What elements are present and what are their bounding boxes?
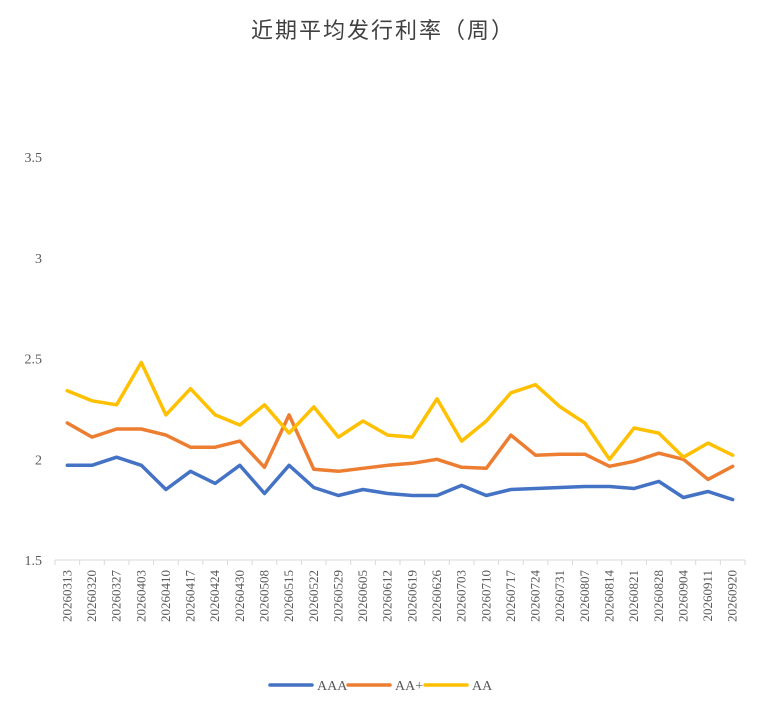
- y-axis-ticks: 1.5 2 2.5 3 3.5: [25, 151, 43, 569]
- x-tick-label: 20260612: [380, 570, 395, 622]
- series-lines: [65, 360, 735, 502]
- x-tick-label: 20260904: [675, 570, 690, 623]
- x-tick-label: 20260605: [355, 570, 370, 622]
- legend-item: AA+: [346, 679, 423, 694]
- series-line-aa: [65, 360, 735, 462]
- x-tick-label: 20260515: [281, 570, 296, 622]
- x-tick-label: 20260703: [454, 570, 469, 622]
- x-tick-label: 20260430: [232, 570, 247, 622]
- x-axis-ticks: 20260313 20260320 20260327 20260403 20260410…: [54, 560, 746, 623]
- x-tick-label: 20260320: [84, 570, 99, 622]
- x-tick-label: 20260724: [528, 570, 543, 623]
- x-tick-label: 20260508: [256, 570, 271, 622]
- legend-item: AAA: [268, 679, 348, 694]
- y-tick-label: 1.5: [25, 554, 43, 569]
- x-tick-label: 20260717: [503, 570, 518, 623]
- x-tick-label: 20260327: [109, 570, 124, 623]
- series-line-aa-plus: [65, 413, 735, 482]
- legend-label: AAA: [317, 679, 348, 694]
- y-tick-label: 2.5: [25, 353, 43, 368]
- x-tick-label: 20260807: [577, 570, 592, 623]
- x-tick-label: 20260529: [330, 570, 345, 622]
- legend: AAA AA+ AA: [268, 679, 493, 694]
- x-tick-label: 20260920: [725, 570, 740, 622]
- x-tick-label: 20260710: [478, 570, 493, 622]
- legend-item: AA: [423, 679, 493, 694]
- legend-label: AA+: [395, 679, 423, 694]
- x-tick-label: 20260821: [626, 570, 641, 622]
- x-tick-label: 20260731: [552, 570, 567, 622]
- x-tick-label: 20260619: [404, 570, 419, 622]
- x-tick-label: 20260828: [651, 570, 666, 622]
- x-tick-label: 20260417: [183, 570, 198, 623]
- chart-title: 近期平均发行利率（周）: [251, 19, 515, 44]
- y-tick-label: 2: [35, 453, 42, 468]
- x-tick-label: 20260403: [133, 570, 148, 622]
- x-tick-label: 20260911: [700, 570, 715, 622]
- series-line-aaa: [65, 455, 735, 502]
- y-tick-label: 3: [35, 252, 42, 267]
- x-tick-label: 20260522: [306, 570, 321, 622]
- x-tick-label: 20260424: [207, 570, 222, 623]
- legend-label: AA: [472, 679, 493, 694]
- x-tick-label: 20260814: [601, 570, 616, 623]
- x-tick-label: 20260313: [59, 570, 74, 622]
- y-tick-label: 3.5: [25, 151, 43, 166]
- x-tick-label: 20260410: [158, 570, 173, 622]
- x-tick-label: 20260626: [429, 570, 444, 623]
